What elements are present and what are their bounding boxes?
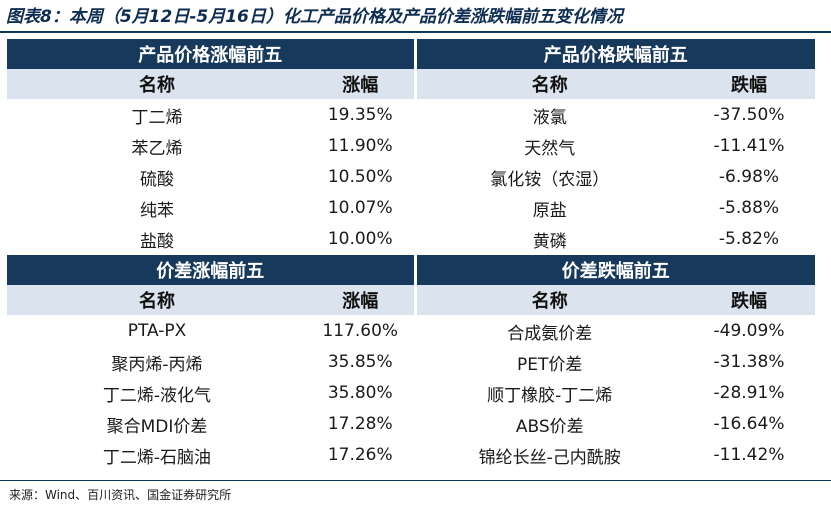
column-header-name: 名称 (7, 69, 307, 100)
column-header-rise: 涨幅 (307, 69, 415, 100)
column-header-row: 名称 涨幅 名称 跌幅 (7, 285, 815, 316)
source-divider (0, 480, 831, 481)
spread-name: 丁二烯-石脑油 (7, 439, 307, 471)
rise-value: 35.80% (307, 377, 415, 409)
spread-name: PET价差 (413, 346, 683, 378)
table-row: 盐酸 10.00% 黄磷 -5.82% (7, 223, 815, 255)
product-name: 天然气 (413, 130, 683, 162)
product-name: 丁二烯 (7, 99, 307, 131)
fall-value: -11.41% (683, 130, 815, 162)
fall-value: -31.38% (683, 346, 815, 378)
product-name: 纯苯 (7, 192, 307, 224)
section-header-row: 产品价格涨幅前五 产品价格跌幅前五 (7, 39, 815, 69)
section-title-spread-fall: 价差跌幅前五 (413, 254, 815, 285)
rise-value: 10.07% (307, 192, 415, 224)
table-row: 纯苯 10.07% 原盐 -5.88% (7, 192, 815, 224)
section-title-spread-rise: 价差涨幅前五 (7, 254, 415, 285)
spread-name: ABS价差 (413, 408, 683, 440)
figure-title: 图表8：本周（5月12日-5月16日）化工产品价格及产品价差涨跌幅前五变化情况 (6, 7, 623, 27)
product-name: 盐酸 (7, 223, 307, 255)
product-name: 氯化铵（农湿） (413, 161, 683, 193)
fall-value: -11.42% (683, 439, 815, 471)
fall-value: -37.50% (683, 99, 815, 131)
spread-name: PTA-PX (7, 315, 307, 347)
section-title-price-fall: 产品价格跌幅前五 (413, 39, 815, 69)
table-row: 硫酸 10.50% 氯化铵（农湿） -6.98% (7, 161, 815, 193)
product-name: 苯乙烯 (7, 130, 307, 162)
source-note: 来源：Wind、百川资讯、国金证券研究所 (9, 488, 232, 502)
rise-value: 17.26% (307, 439, 415, 471)
rise-value: 19.35% (307, 99, 415, 131)
fall-value: -16.64% (683, 408, 815, 440)
fall-value: -5.88% (683, 192, 815, 224)
table-row: 丁二烯 19.35% 液氯 -37.50% (7, 99, 815, 131)
spread-name: 聚丙烯-丙烯 (7, 346, 307, 378)
product-name: 硫酸 (7, 161, 307, 193)
fall-value: -5.82% (683, 223, 815, 255)
column-header-name: 名称 (413, 285, 683, 316)
fall-value: -49.09% (683, 315, 815, 347)
spread-name: 合成氨价差 (413, 315, 683, 347)
column-header-name: 名称 (7, 285, 307, 316)
column-header-fall: 跌幅 (683, 285, 815, 316)
table-row: 苯乙烯 11.90% 天然气 -11.41% (7, 130, 815, 162)
table-row: 聚丙烯-丙烯 35.85% PET价差 -31.38% (7, 346, 815, 378)
table-row: PTA-PX 117.60% 合成氨价差 -49.09% (7, 315, 815, 347)
rise-value: 10.00% (307, 223, 415, 255)
table-row: 丁二烯-石脑油 17.26% 锦纶长丝-己内酰胺 -11.42% (7, 439, 815, 471)
rise-value: 35.85% (307, 346, 415, 378)
spread-name: 顺丁橡胶-丁二烯 (413, 377, 683, 409)
rise-value: 17.28% (307, 408, 415, 440)
rise-value: 117.60% (307, 315, 415, 347)
rise-value: 11.90% (307, 130, 415, 162)
section-title-price-rise: 产品价格涨幅前五 (7, 39, 415, 69)
column-header-fall: 跌幅 (683, 69, 815, 100)
table-row: 丁二烯-液化气 35.80% 顺丁橡胶-丁二烯 -28.91% (7, 377, 815, 409)
product-name: 液氯 (413, 99, 683, 131)
column-header-rise: 涨幅 (307, 285, 415, 316)
product-name: 原盐 (413, 192, 683, 224)
spread-name: 锦纶长丝-己内酰胺 (413, 439, 683, 471)
table-row: 聚合MDI价差 17.28% ABS价差 -16.64% (7, 408, 815, 440)
column-header-name: 名称 (413, 69, 683, 100)
spread-name: 丁二烯-液化气 (7, 377, 307, 409)
fall-value: -6.98% (683, 161, 815, 193)
price-change-table: 产品价格涨幅前五 产品价格跌幅前五 名称 涨幅 名称 跌幅 丁二烯 19.35%… (7, 39, 815, 471)
product-name: 黄磷 (413, 223, 683, 255)
spread-name: 聚合MDI价差 (7, 408, 307, 440)
rise-value: 10.50% (307, 161, 415, 193)
column-header-row: 名称 涨幅 名称 跌幅 (7, 69, 815, 100)
fall-value: -28.91% (683, 377, 815, 409)
title-divider (0, 31, 831, 33)
section-header-row: 价差涨幅前五 价差跌幅前五 (7, 254, 815, 285)
